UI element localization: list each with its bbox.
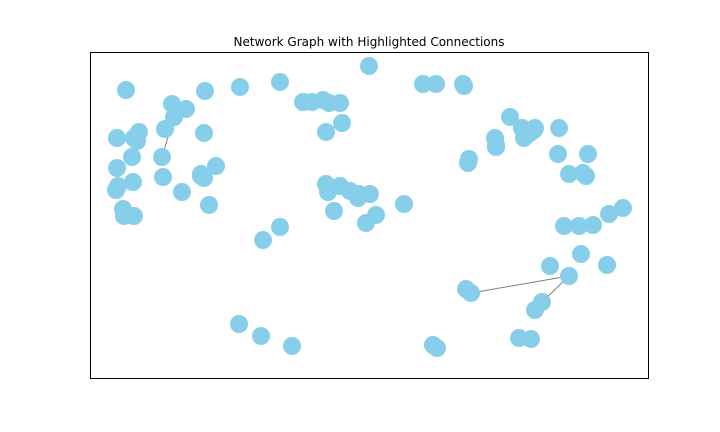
graph-node [271, 73, 289, 91]
graph-node [455, 77, 473, 95]
graph-node [163, 95, 181, 113]
graph-node [109, 177, 127, 195]
graph-node [231, 78, 249, 96]
graph-node [271, 218, 289, 236]
graph-node [108, 129, 126, 147]
graph-node [331, 94, 349, 112]
graph-node [541, 257, 559, 275]
graph-node [124, 173, 142, 191]
graph-node [367, 206, 385, 224]
graph-node [294, 93, 312, 111]
graph-node [130, 123, 148, 141]
graph-node [572, 245, 590, 263]
chart-title: Network Graph with Highlighted Connectio… [234, 35, 505, 49]
graph-node [108, 159, 126, 177]
graph-node [577, 167, 595, 185]
graph-node [192, 167, 210, 185]
graph-node [177, 100, 195, 118]
graph-node [173, 183, 191, 201]
graph-node [579, 145, 597, 163]
graph-node [555, 217, 573, 235]
graph-node [200, 196, 218, 214]
plot-frame [90, 52, 649, 379]
graph-node [424, 336, 442, 354]
graph-node [526, 119, 544, 137]
graph-node [584, 216, 602, 234]
graph-node [600, 205, 618, 223]
graph-node [117, 81, 135, 99]
graph-node [614, 199, 632, 217]
graph-node [207, 157, 225, 175]
graph-node [414, 75, 432, 93]
graph-node [317, 123, 335, 141]
graph-node [598, 256, 616, 274]
nodes-layer [107, 57, 632, 357]
graph-node [153, 148, 171, 166]
graph-node [123, 148, 141, 166]
graph-node [154, 168, 172, 186]
graph-node [230, 315, 248, 333]
graph-node [325, 202, 343, 220]
graph-node [427, 75, 445, 93]
graph-node [570, 217, 588, 235]
graph-node [360, 57, 378, 75]
graph-edge [470, 275, 570, 294]
graph-node [196, 82, 214, 100]
graph-node [252, 327, 270, 345]
graph-node [487, 138, 505, 156]
graph-node [125, 207, 143, 225]
graph-node [395, 195, 413, 213]
graph-node [195, 124, 213, 142]
graph-node [254, 231, 272, 249]
graph-node [560, 165, 578, 183]
graph-node [549, 145, 567, 163]
graph-node [560, 267, 578, 285]
graph-node [333, 114, 351, 132]
graph-node [526, 301, 544, 319]
graph-node [283, 337, 301, 355]
graph-node [457, 280, 475, 298]
graph-node [522, 330, 540, 348]
graph-node [460, 150, 478, 168]
graph-node [317, 175, 335, 193]
graph-node [349, 189, 367, 207]
graph-node [501, 108, 519, 126]
graph-node [550, 119, 568, 137]
